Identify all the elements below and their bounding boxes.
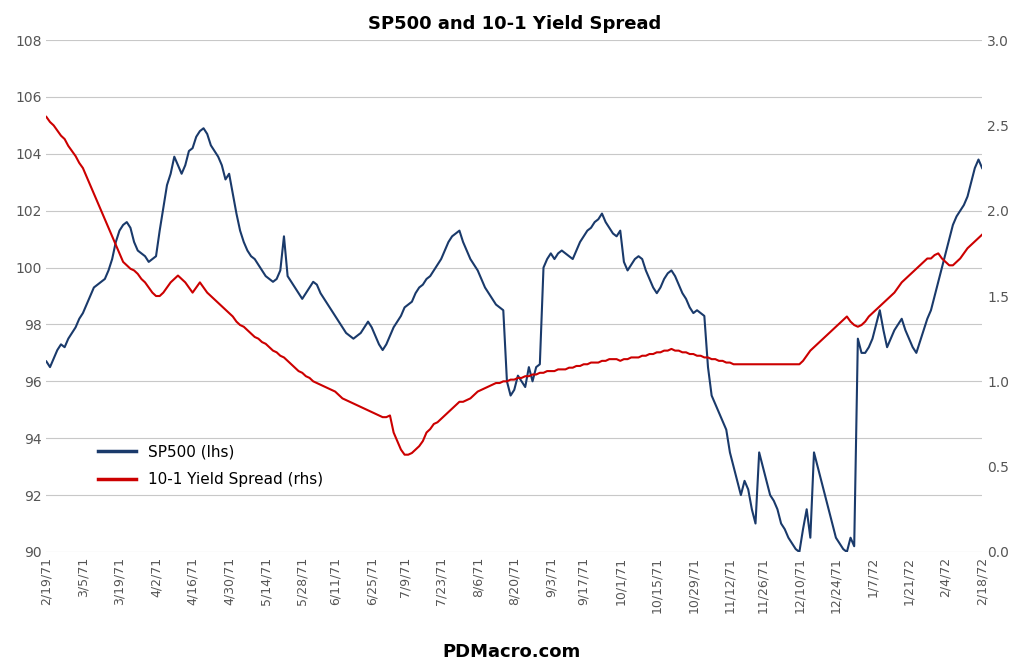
Text: PDMacro.com: PDMacro.com — [442, 643, 582, 661]
Title: SP500 and 10-1 Yield Spread: SP500 and 10-1 Yield Spread — [368, 15, 660, 33]
Legend: SP500 (lhs), 10-1 Yield Spread (rhs): SP500 (lhs), 10-1 Yield Spread (rhs) — [91, 439, 329, 493]
